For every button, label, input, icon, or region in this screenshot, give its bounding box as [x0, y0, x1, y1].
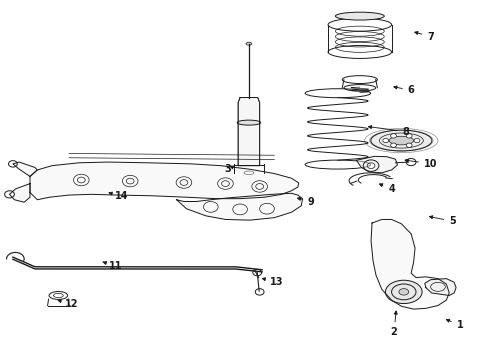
Text: 1: 1: [446, 319, 464, 330]
Text: 14: 14: [109, 191, 128, 201]
Text: 8: 8: [368, 126, 410, 136]
Text: 7: 7: [415, 32, 434, 41]
Circle shape: [406, 134, 412, 138]
Circle shape: [391, 134, 396, 138]
Text: 3: 3: [224, 164, 234, 174]
Ellipse shape: [386, 280, 422, 303]
Polygon shape: [30, 162, 299, 200]
Text: 12: 12: [58, 299, 78, 309]
Circle shape: [406, 143, 412, 147]
Ellipse shape: [371, 130, 432, 151]
Circle shape: [414, 138, 420, 143]
Polygon shape: [425, 279, 456, 296]
Text: 13: 13: [262, 277, 284, 287]
Ellipse shape: [399, 289, 409, 295]
Polygon shape: [238, 98, 260, 166]
Ellipse shape: [246, 42, 252, 45]
Ellipse shape: [389, 136, 414, 145]
Text: 9: 9: [297, 197, 315, 207]
Polygon shape: [356, 156, 397, 173]
Text: 10: 10: [405, 159, 438, 169]
Text: 11: 11: [103, 261, 122, 271]
Polygon shape: [9, 184, 30, 202]
Text: 4: 4: [379, 184, 395, 194]
Polygon shape: [176, 193, 303, 220]
Circle shape: [391, 143, 396, 147]
Ellipse shape: [237, 120, 261, 125]
Circle shape: [383, 138, 389, 143]
Text: 6: 6: [394, 85, 415, 95]
Ellipse shape: [335, 12, 384, 20]
Polygon shape: [13, 162, 37, 176]
Text: 5: 5: [430, 216, 456, 226]
Text: 2: 2: [391, 311, 397, 337]
Polygon shape: [371, 220, 449, 309]
